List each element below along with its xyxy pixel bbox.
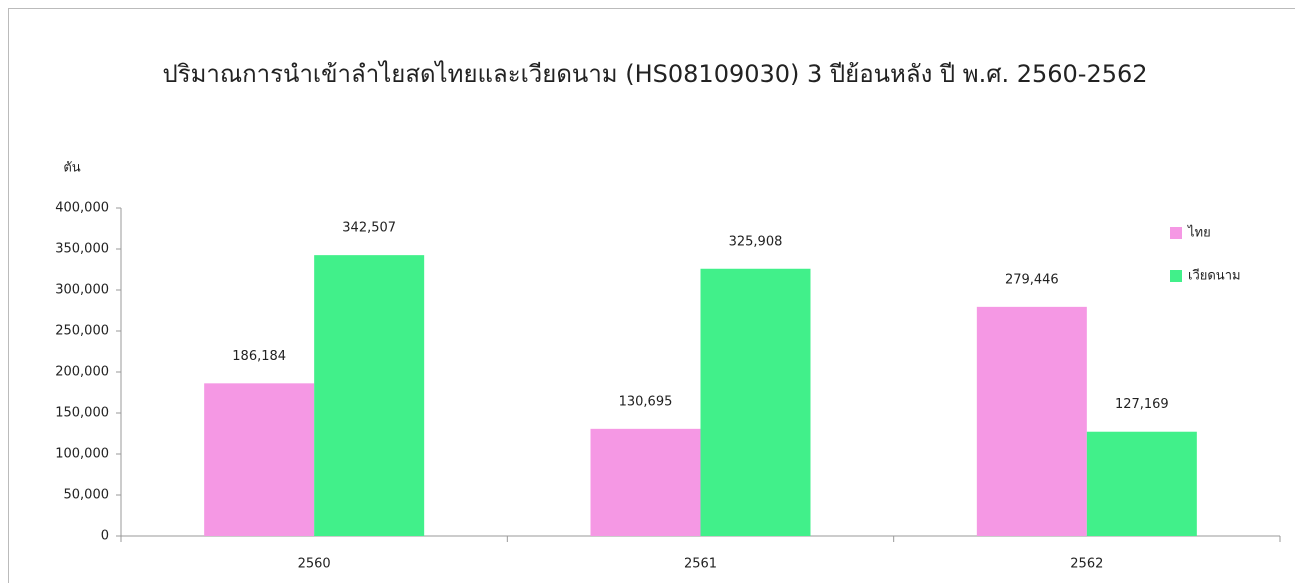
y-tick-label: 200,000 xyxy=(55,365,109,380)
value-label: 186,184 xyxy=(232,349,286,364)
legend-swatch xyxy=(1170,227,1182,239)
legend-label: ไทย xyxy=(1187,225,1211,241)
frame xyxy=(8,8,1295,583)
legend-swatch xyxy=(1170,270,1182,282)
bar xyxy=(976,306,1087,536)
bar xyxy=(590,428,701,536)
bar xyxy=(1086,431,1197,536)
y-tick-label: 350,000 xyxy=(55,242,109,257)
value-label: 325,908 xyxy=(729,234,783,249)
y-axis-label: ตัน xyxy=(63,161,80,176)
x-tick-label: 2561 xyxy=(684,557,717,572)
value-label: 127,169 xyxy=(1115,397,1169,412)
y-tick-label: 0 xyxy=(101,529,109,544)
value-label: 130,695 xyxy=(619,394,673,409)
bar xyxy=(204,383,315,536)
y-tick-label: 400,000 xyxy=(55,201,109,216)
legend-label: เวียดนาม xyxy=(1188,268,1241,284)
value-label: 279,446 xyxy=(1005,272,1059,287)
value-label: 342,507 xyxy=(342,221,396,236)
y-tick-label: 50,000 xyxy=(64,488,110,503)
x-tick-label: 2562 xyxy=(1070,557,1103,572)
chart-title: ปริมาณการนำเข้าลำไยสดไทยและเวียดนาม (HS0… xyxy=(162,60,1147,88)
y-tick-label: 300,000 xyxy=(55,283,109,298)
y-tick-label: 150,000 xyxy=(55,406,109,421)
bar xyxy=(314,255,425,536)
y-tick-label: 250,000 xyxy=(55,324,109,339)
y-tick-label: 100,000 xyxy=(55,447,109,462)
x-tick-label: 2560 xyxy=(298,557,331,572)
bar xyxy=(700,268,811,536)
